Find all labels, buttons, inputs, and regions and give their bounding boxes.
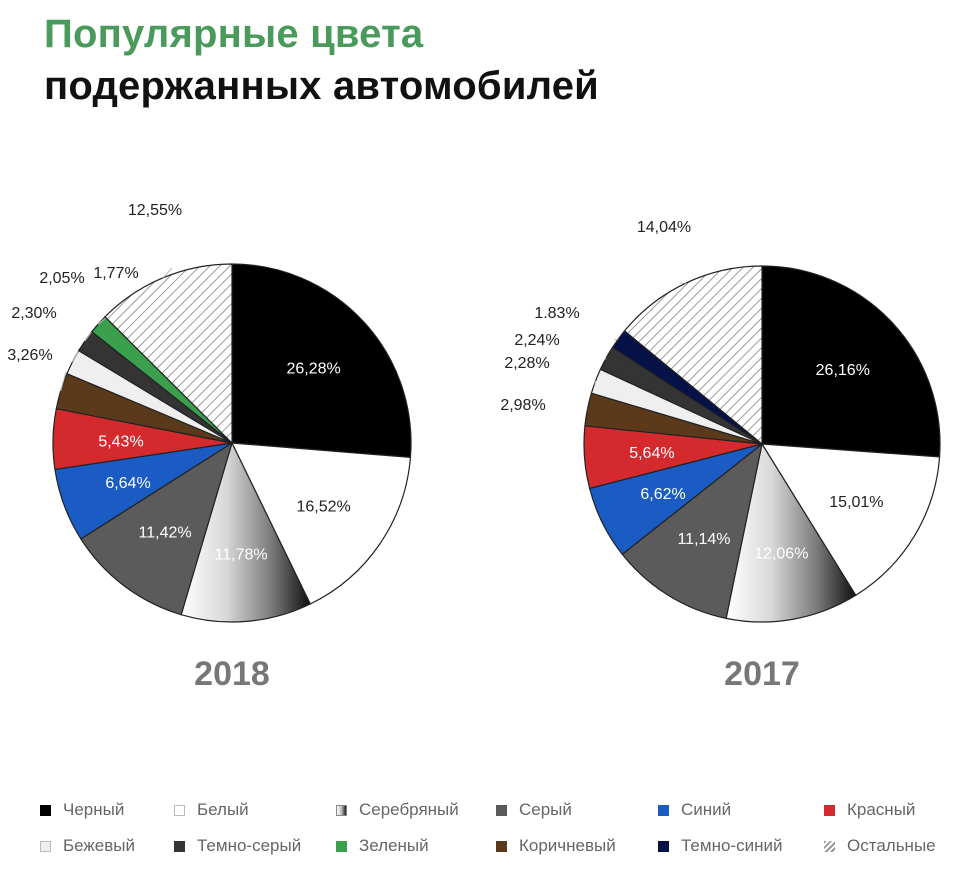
leader-line-темно-синий: [613, 338, 619, 341]
data-label-белый: 15,01%: [829, 494, 883, 511]
chart-year-label: 2018: [194, 655, 270, 693]
legend-label: Темно-синий: [681, 836, 783, 855]
legend-item-коричневый: Коричневый: [496, 836, 658, 856]
data-label-серый: 11,42%: [139, 525, 192, 542]
chart-year-label: 2017: [724, 655, 800, 693]
legend-item-серый: Серый: [496, 800, 658, 820]
legend-item-красный: Красный: [824, 800, 960, 820]
legend-label: Серебряный: [359, 800, 459, 819]
data-label-черный: 26,16%: [816, 362, 870, 379]
data-label-коричневый: 2,98%: [500, 397, 545, 414]
legend-label: Остальные: [847, 836, 936, 855]
data-label-остальные: 12,55%: [128, 202, 182, 219]
legend-label: Зеленый: [359, 836, 429, 855]
legend-label: Коричневый: [519, 836, 616, 855]
data-label-коричневый: 3,26%: [7, 347, 52, 364]
data-label-синий: 6,64%: [105, 475, 150, 492]
data-label-серебряный: 12,06%: [754, 546, 808, 563]
data-label-зеленый: 1,77%: [93, 265, 138, 282]
data-label-синий: 6,62%: [640, 486, 685, 503]
pie-slice-черный: [761, 265, 941, 458]
legend-label: Красный: [847, 800, 916, 819]
legend-swatch: [40, 840, 51, 852]
pie-charts: 26,28% 16,52% 11,78% 11,42% 6,64% 5,43% 3,26% 2…: [7, 202, 941, 693]
leader-line-остальные: [162, 267, 173, 279]
legend-label: Серый: [519, 800, 572, 819]
legend-swatch: [824, 804, 835, 816]
data-label-серебряный: 11,78%: [215, 547, 268, 564]
legend-swatch: [496, 804, 507, 816]
pie-slice-белый: [231, 442, 412, 605]
legend-swatch: [40, 804, 51, 816]
legend-item-остальные: Остальные: [824, 836, 960, 856]
data-label-красный: 5,64%: [629, 445, 674, 462]
legend-label: Белый: [197, 800, 249, 819]
data-label-темно-серый: 2,24%: [514, 332, 559, 349]
data-label-красный: 5,43%: [98, 434, 143, 451]
data-label-черный: 26,28%: [286, 361, 340, 378]
data-label-бежевый: 2,28%: [504, 355, 549, 372]
pie-2018: 26,28% 16,52% 11,78% 11,42% 6,64% 5,43% 3,26% 2…: [7, 202, 412, 693]
legend-swatch: [496, 840, 507, 852]
legend: Черный Белый Серебряный Серый Синий Красный Бе…: [40, 800, 970, 856]
title-line-1: Популярные цвета: [44, 12, 424, 56]
title-line-2: подержанных автомобилей: [44, 64, 599, 108]
legend-item-черный: Черный: [40, 800, 174, 820]
legend-item-синий: Синий: [658, 800, 824, 820]
legend-item-бежевый: Бежевый: [40, 836, 174, 856]
legend-item-темно-синий: Темно-синий: [658, 836, 824, 856]
pie-slice-серебряный: [725, 442, 857, 623]
data-label-белый: 16,52%: [296, 499, 350, 516]
pie-slice-серый: [80, 441, 234, 616]
pie-slice-серый: [621, 442, 763, 620]
data-label-темно-синий: 1.83%: [534, 305, 579, 322]
data-label-серый: 11,14%: [677, 531, 730, 548]
legend-swatch: [174, 840, 185, 852]
legend-item-зеленый: Зеленый: [336, 836, 496, 856]
pie-slice-серебряный: [180, 441, 312, 623]
leader-line-бежевый: [594, 381, 596, 386]
legend-label: Бежевый: [63, 836, 135, 855]
leader-line-коричневый: [585, 408, 588, 411]
legend-label: Темно-серый: [197, 836, 302, 855]
legend-swatch: [658, 804, 669, 816]
legend-swatch: [174, 804, 185, 816]
pie-2017: 26,16% 15,01% 12,06% 11,14% 6,62% 5,64% 2,98% 2…: [500, 219, 941, 693]
legend-swatch: [658, 840, 669, 852]
legend-swatch: [824, 840, 835, 852]
pie-slice-белый: [760, 443, 941, 597]
data-label-темно-серый: 2,05%: [39, 270, 84, 287]
legend-label: Синий: [681, 800, 732, 819]
pie-slice-остальные: [623, 265, 763, 446]
legend-swatch: [336, 840, 347, 852]
pie-slice-остальные: [104, 263, 233, 445]
pie-slice-черный: [231, 263, 412, 459]
legend-item-серебряный: Серебряный: [336, 800, 496, 820]
legend-item-белый: Белый: [174, 800, 336, 820]
data-label-бежевый: 2,30%: [11, 305, 56, 322]
leader-line-темно-серый: [603, 357, 607, 361]
legend-label: Черный: [63, 800, 125, 819]
legend-swatch: [336, 804, 347, 816]
legend-item-темно-серый: Темно-серый: [174, 836, 336, 856]
leader-line-коричневый: [60, 371, 67, 392]
data-label-остальные: 14,04%: [637, 219, 691, 236]
